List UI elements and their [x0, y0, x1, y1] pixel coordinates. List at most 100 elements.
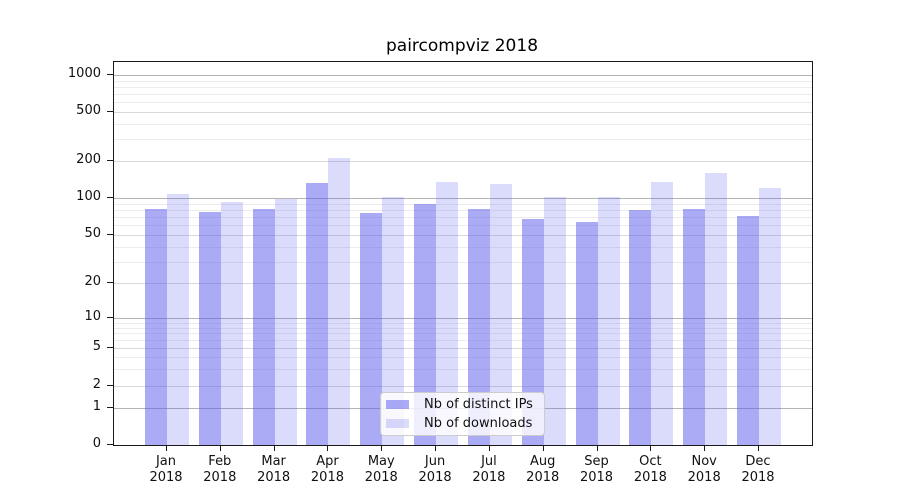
bar-distinct-ips-aug	[521, 218, 544, 445]
bar-distinct-ips-oct	[629, 209, 652, 445]
y-tick-label: 1000	[67, 66, 101, 81]
bar-downloads-apr	[328, 158, 351, 445]
x-tick-label-dec: Dec 2018	[741, 454, 775, 485]
gridline-labeled	[114, 283, 812, 284]
y-tick-mark	[107, 347, 113, 348]
y-tick-label: 5	[92, 339, 101, 354]
bar-downloads-jan	[167, 193, 189, 445]
bar-distinct-ips-dec	[737, 216, 759, 445]
y-tick-label: 50	[84, 226, 101, 241]
y-tick-mark	[107, 407, 113, 408]
chart-title: paircompviz 2018	[385, 36, 539, 56]
y-tick-mark	[107, 444, 113, 445]
gridline-minor	[114, 93, 812, 95]
gridline-decade	[114, 318, 812, 319]
bar-downloads-dec	[759, 187, 781, 445]
bar-downloads-oct	[651, 182, 674, 445]
x-tick-label-may: May 2018	[364, 454, 398, 485]
x-tick-mark	[381, 445, 383, 451]
legend: Nb of distinct IPs Nb of downloads	[380, 392, 545, 436]
x-tick-label-nov: Nov 2018	[687, 454, 721, 485]
bar-distinct-ips-may	[360, 212, 383, 445]
x-tick-mark	[166, 445, 167, 451]
x-tick-label-mar: Mar 2018	[257, 454, 291, 485]
bar-downloads-mar	[274, 199, 297, 445]
gridline-minor	[114, 357, 812, 359]
bar-distinct-ips-jun	[414, 203, 437, 445]
x-tick-mark	[273, 445, 275, 451]
y-tick-label: 2	[92, 377, 101, 392]
legend-swatch-downloads	[386, 419, 409, 428]
bar-downloads-feb	[220, 202, 243, 445]
x-tick-mark	[488, 445, 490, 451]
x-tick-label-feb: Feb 2018	[203, 454, 237, 485]
bar-distinct-ips-jan	[145, 209, 167, 445]
gridline-labeled	[114, 161, 812, 162]
y-tick-label: 100	[76, 189, 101, 204]
bar-downloads-jun	[436, 181, 459, 445]
y-tick-mark	[107, 385, 113, 386]
x-tick-mark	[758, 445, 759, 451]
y-tick-label: 10	[84, 309, 101, 324]
legend-item-distinct-ips: Nb of distinct IPs	[386, 395, 544, 414]
bar-downloads-nov	[705, 172, 728, 445]
y-tick-label: 500	[76, 102, 101, 118]
gridline-minor	[114, 322, 812, 324]
gridline-minor	[114, 225, 812, 227]
gridline-labeled	[114, 235, 812, 236]
gridline-minor	[114, 80, 812, 82]
x-tick-mark	[219, 445, 221, 451]
gridline-minor	[114, 203, 812, 205]
legend-label-distinct-ips: Nb of distinct IPs	[424, 397, 533, 412]
y-tick-mark	[107, 197, 113, 198]
gridline-minor	[114, 246, 812, 248]
gridline-minor	[114, 261, 812, 263]
y-tick-mark	[107, 74, 113, 75]
gridline-minor	[114, 139, 812, 141]
gridline-labeled	[114, 111, 812, 113]
gridline-minor	[114, 123, 812, 125]
gridline-labeled	[114, 386, 812, 387]
gridline-labeled	[114, 348, 812, 349]
bar-distinct-ips-mar	[252, 209, 275, 445]
gridline-minor	[114, 101, 812, 103]
gridline-minor	[114, 369, 812, 371]
y-tick-mark	[107, 234, 113, 235]
gridline-decade	[114, 198, 812, 199]
x-tick-mark	[704, 445, 706, 451]
legend-swatch-distinct-ips	[386, 400, 409, 409]
gridline-minor	[114, 217, 812, 219]
y-tick-label: 20	[84, 274, 101, 289]
y-tick-mark	[107, 317, 113, 318]
x-tick-mark	[327, 445, 329, 451]
y-tick-mark	[107, 110, 113, 112]
bar-downloads-sep	[597, 197, 620, 445]
x-tick-label-apr: Apr 2018	[310, 454, 344, 485]
x-tick-mark	[596, 445, 598, 451]
plot-area	[113, 61, 813, 446]
x-tick-label-oct: Oct 2018	[633, 454, 667, 485]
x-tick-label-jul: Jul 2018	[472, 454, 506, 485]
y-tick-label: 0	[92, 436, 101, 451]
legend-label-downloads: Nb of downloads	[424, 416, 533, 431]
bar-downloads-aug	[543, 196, 566, 445]
y-tick-label: 200	[76, 152, 101, 167]
gridline-minor	[114, 327, 812, 329]
bar-distinct-ips-feb	[198, 211, 221, 445]
bar-distinct-ips-jul	[467, 209, 490, 445]
gridline-minor	[114, 340, 812, 342]
legend-item-downloads: Nb of downloads	[386, 414, 544, 433]
x-tick-mark	[650, 445, 652, 451]
x-tick-label-jan: Jan 2018	[149, 454, 183, 485]
bar-distinct-ips-sep	[575, 221, 598, 445]
gridline-decade	[114, 75, 812, 76]
bar-distinct-ips-apr	[306, 182, 329, 445]
y-tick-label: 1	[92, 399, 101, 414]
gridline-minor	[114, 209, 812, 211]
x-tick-label-jun: Jun 2018	[418, 454, 452, 485]
x-tick-label-aug: Aug 2018	[526, 454, 560, 485]
bar-distinct-ips-nov	[683, 209, 706, 445]
x-tick-mark	[542, 445, 544, 451]
gridline-minor	[114, 86, 812, 88]
